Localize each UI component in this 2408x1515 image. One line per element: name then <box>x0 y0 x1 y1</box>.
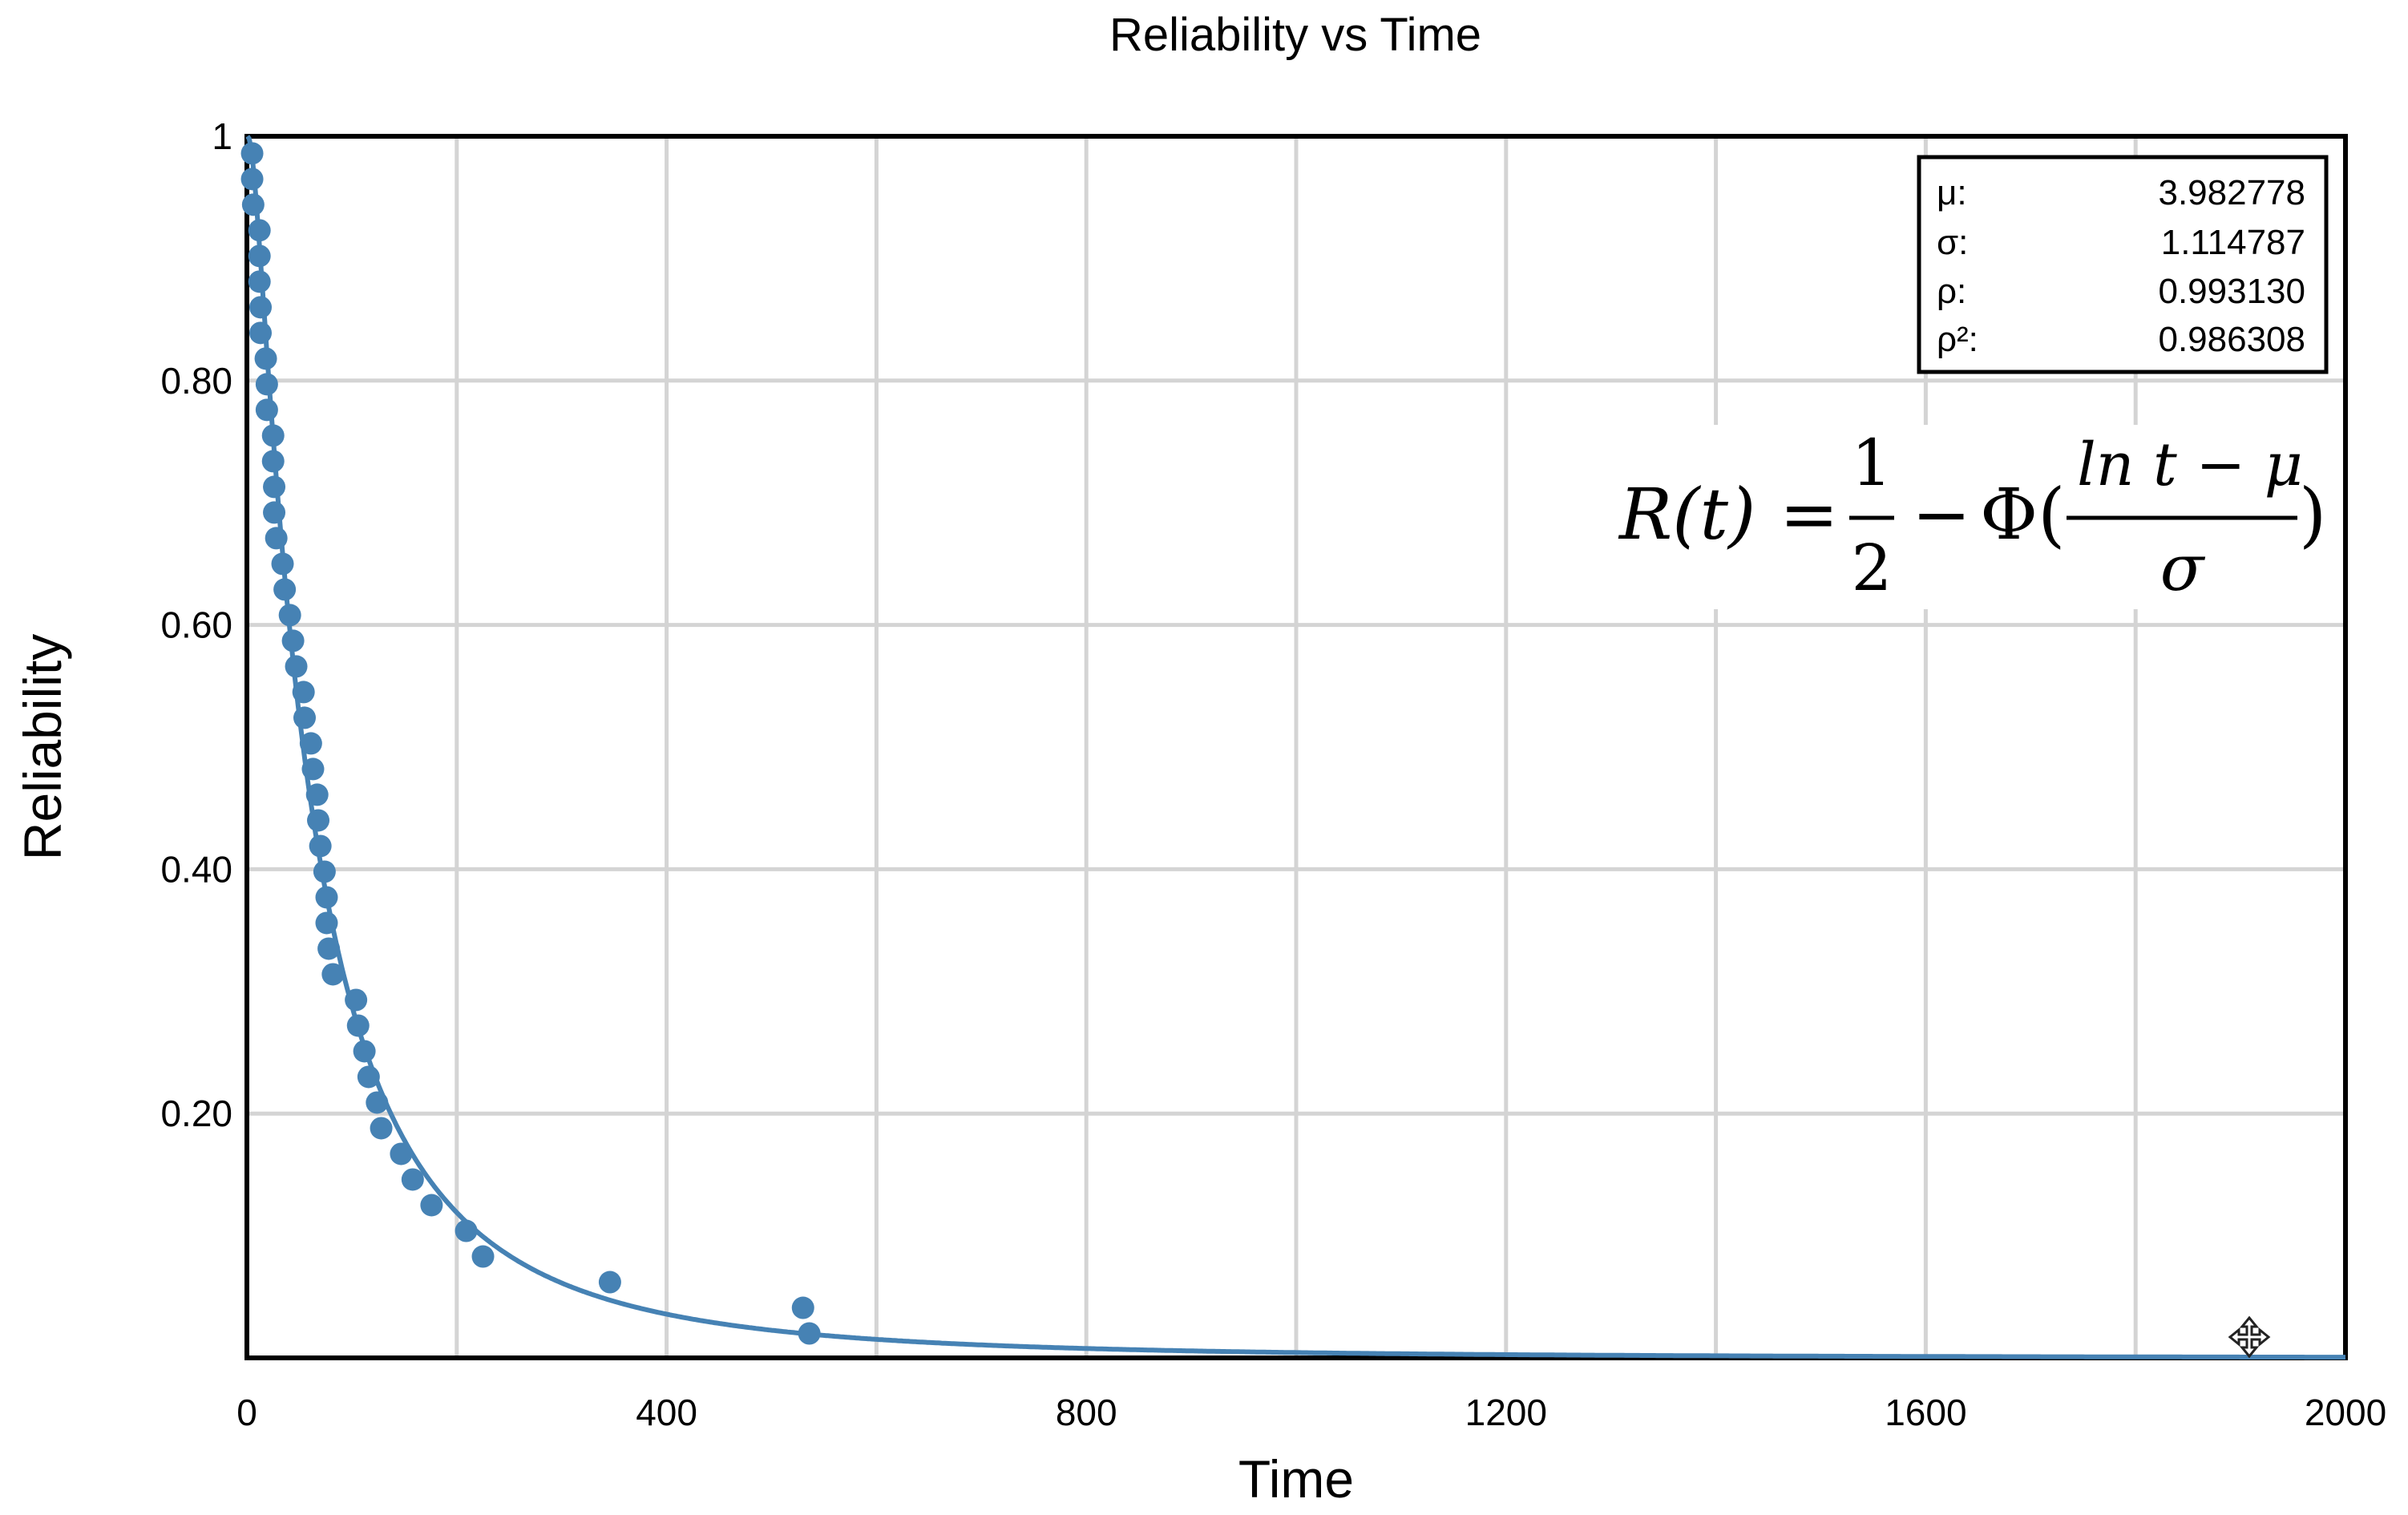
data-point <box>249 321 273 345</box>
data-point <box>353 1040 376 1063</box>
data-point <box>471 1245 495 1268</box>
data-point <box>455 1219 478 1242</box>
data-point <box>420 1194 443 1217</box>
data-point <box>240 142 264 165</box>
data-point <box>248 244 271 268</box>
param-label-sigma: σ: <box>1937 223 1968 262</box>
data-point <box>293 706 316 729</box>
formula-half-numerator: 1 <box>1852 426 1893 500</box>
y-tick-label: 1 <box>212 115 232 157</box>
data-point <box>307 809 330 832</box>
data-point <box>248 219 271 242</box>
param-value-sigma: 1.114787 <box>2161 223 2305 262</box>
parameter-box: μ: 3.982778 σ: 1.114787 ρ: 0.993130 ρ²: … <box>1917 155 2329 374</box>
data-point <box>315 911 338 935</box>
data-point <box>346 1014 370 1037</box>
formula-lhs: R(t) <box>1618 473 1755 556</box>
y-axis-ticks: 0.20 0.40 0.60 0.80 1 <box>160 115 232 1134</box>
data-point <box>598 1271 621 1294</box>
data-point <box>249 296 273 319</box>
data-point <box>401 1168 424 1191</box>
formula-half-denominator: 2 <box>1852 531 1893 605</box>
x-tick-label: 0 <box>236 1392 257 1433</box>
data-point <box>255 373 278 396</box>
data-point <box>366 1091 389 1114</box>
data-point <box>265 527 288 550</box>
data-point <box>357 1065 380 1089</box>
x-tick-label: 2000 <box>2305 1392 2386 1433</box>
data-point <box>292 681 315 704</box>
x-tick-label: 1600 <box>1885 1392 1966 1433</box>
data-point <box>261 424 285 447</box>
y-tick-label: 0.60 <box>160 604 232 646</box>
data-point <box>345 988 368 1012</box>
data-point <box>315 886 338 909</box>
param-label-rho: ρ: <box>1937 272 1966 311</box>
param-label-mu: μ: <box>1937 173 1967 212</box>
data-point <box>313 860 336 883</box>
fit-curve <box>245 135 2345 1360</box>
data-point <box>261 450 285 473</box>
data-point <box>240 168 264 191</box>
data-point <box>278 604 301 627</box>
data-point <box>285 655 308 678</box>
data-point <box>370 1117 393 1140</box>
x-tick-label: 400 <box>636 1392 697 1433</box>
y-axis-label: Reliability <box>13 634 72 860</box>
chart-title: Reliability vs Time <box>1109 9 1481 61</box>
data-point <box>791 1296 814 1319</box>
formula-fraction-numerator: ln t − μ <box>2077 430 2303 499</box>
param-value-mu: 3.982778 <box>2158 173 2305 212</box>
data-point <box>321 963 345 986</box>
move-cursor-icon <box>2228 1315 2271 1359</box>
data-point <box>798 1322 821 1345</box>
data-point <box>271 552 294 576</box>
data-point <box>301 758 325 781</box>
param-value-rho: 0.993130 <box>2158 272 2305 311</box>
grid <box>247 136 2345 1358</box>
data-point <box>305 783 329 806</box>
data-point <box>248 270 271 293</box>
param-label-rho-squared: ρ²: <box>1937 320 1978 359</box>
param-value-rho-squared: 0.986308 <box>2158 320 2305 359</box>
formula-close-paren: ) <box>2299 473 2326 556</box>
data-points <box>240 142 821 1345</box>
x-axis-ticks: 0 400 800 1200 1600 2000 <box>236 1392 2386 1433</box>
data-point <box>390 1142 413 1166</box>
data-point <box>281 629 305 652</box>
data-point <box>273 578 297 601</box>
data-point <box>263 501 286 524</box>
data-point <box>317 937 341 960</box>
x-axis-label: Time <box>1238 1449 1354 1509</box>
formula-fraction-denominator: σ <box>2160 531 2206 605</box>
formula-annotation: R(t) = 1 2 − Φ( ln t − μ σ ) <box>1599 425 2329 609</box>
x-tick-label: 800 <box>1056 1392 1117 1433</box>
formula-minus: − <box>1912 473 1971 556</box>
data-point <box>241 193 265 216</box>
data-point <box>309 834 332 858</box>
y-tick-label: 0.40 <box>160 848 232 890</box>
y-tick-label: 0.80 <box>160 360 232 402</box>
data-point <box>263 475 286 499</box>
y-tick-label: 0.20 <box>160 1093 232 1134</box>
formula-equals: = <box>1780 473 1839 556</box>
data-point <box>254 347 277 370</box>
data-point <box>299 732 322 755</box>
plot-frame <box>244 134 2348 1360</box>
x-tick-label: 1200 <box>1465 1392 1547 1433</box>
data-point <box>255 398 278 422</box>
formula-phi: Φ( <box>1980 473 2065 556</box>
